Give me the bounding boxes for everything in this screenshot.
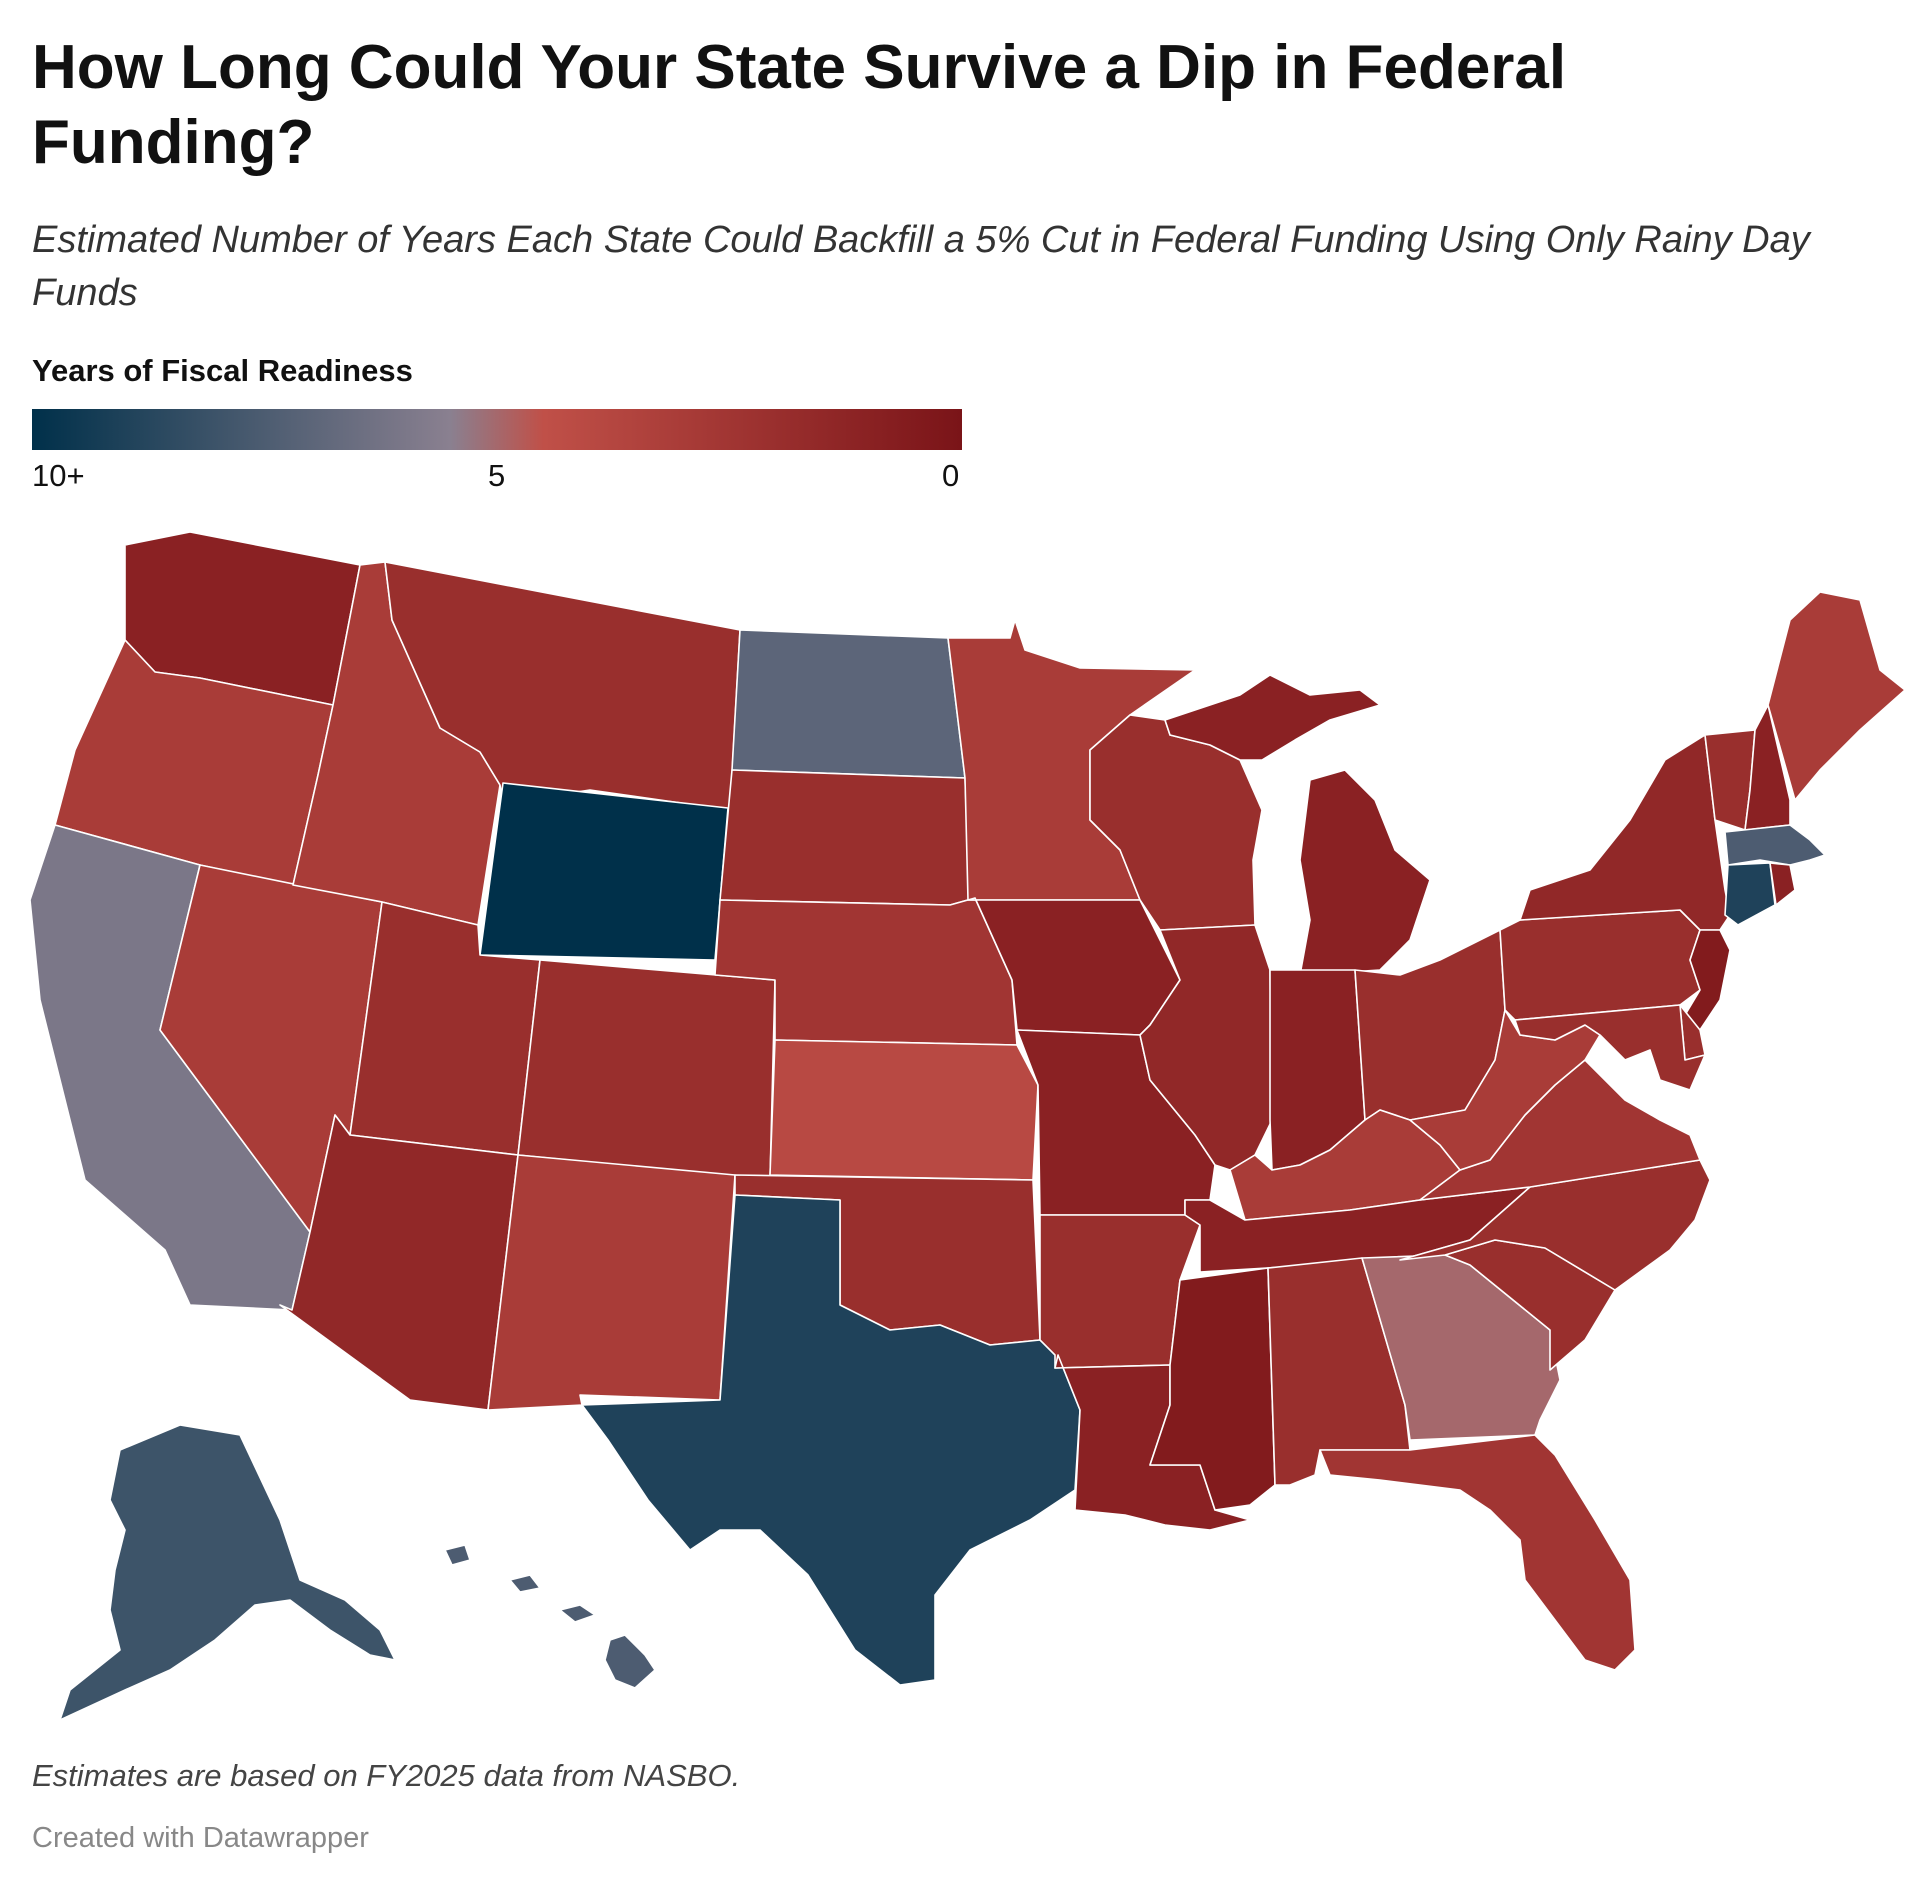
state-md[interactable] — [1514, 1004, 1706, 1091]
state-ks[interactable] — [769, 1039, 1039, 1181]
state-ct[interactable] — [1724, 862, 1776, 926]
state-mi[interactable] — [1164, 674, 1431, 976]
state-ma[interactable] — [1724, 824, 1826, 866]
state-pa[interactable] — [1499, 909, 1701, 1021]
credit-line: Created with Datawrapper — [32, 1822, 369, 1854]
legend-tick-max: 10+ — [32, 458, 85, 493]
state-sd[interactable] — [719, 769, 976, 906]
state-wy[interactable] — [479, 782, 729, 961]
state-fl[interactable] — [1319, 1434, 1636, 1671]
legend-tick-mid: 5 — [488, 458, 506, 493]
page-subtitle: Estimated Number of Years Each State Cou… — [32, 219, 1810, 314]
state-ri[interactable] — [1769, 862, 1796, 906]
state-ny[interactable] — [1519, 734, 1731, 931]
state-nd[interactable] — [731, 629, 966, 779]
page-title: How Long Could Your State Survive a Dip … — [32, 33, 1567, 177]
source-note: Estimates are based on FY2025 data from … — [32, 1758, 741, 1793]
legend-tick-min: 0 — [942, 458, 960, 493]
legend-color-bar — [32, 409, 962, 450]
state-ak[interactable] — [59, 1424, 396, 1720]
us-state-map — [29, 531, 1906, 1720]
state-tx[interactable] — [581, 1194, 1081, 1686]
state-hi[interactable] — [444, 1544, 656, 1689]
state-nm[interactable] — [487, 1154, 736, 1411]
state-wv[interactable] — [1409, 1009, 1601, 1171]
legend-title: Years of Fiscal Readiness — [32, 353, 413, 388]
state-co[interactable] — [517, 959, 776, 1181]
state-me[interactable] — [1767, 591, 1906, 801]
